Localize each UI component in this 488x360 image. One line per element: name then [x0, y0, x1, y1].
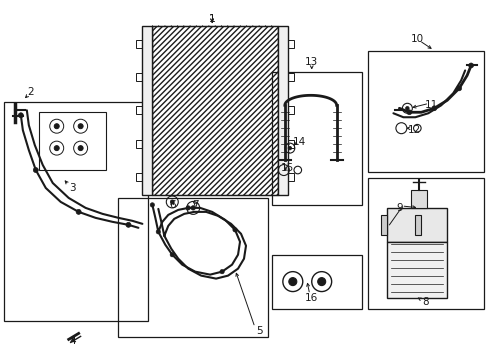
Bar: [136, 40, 142, 48]
Bar: [414, 215, 421, 235]
Text: 7: 7: [191, 200, 198, 210]
Circle shape: [78, 124, 83, 129]
Bar: [287, 140, 293, 148]
Circle shape: [405, 107, 408, 110]
Circle shape: [406, 110, 411, 115]
Text: 2: 2: [27, 87, 34, 97]
Text: 14: 14: [293, 137, 306, 147]
Circle shape: [220, 269, 224, 274]
Text: 9: 9: [395, 203, 402, 213]
Bar: [152, 26, 277, 195]
Text: 16: 16: [305, 293, 318, 302]
Circle shape: [317, 278, 325, 285]
Circle shape: [126, 222, 131, 227]
Bar: [367, 178, 483, 310]
Circle shape: [54, 124, 59, 129]
Bar: [136, 73, 142, 81]
Bar: [136, 106, 142, 114]
Text: 10: 10: [410, 33, 423, 44]
Text: 1: 1: [208, 14, 215, 24]
Bar: [39, 112, 105, 170]
Bar: [277, 26, 287, 195]
Bar: [386, 208, 447, 242]
Text: 8: 8: [421, 297, 428, 306]
Bar: [271, 255, 361, 310]
Bar: [367, 50, 483, 172]
Text: 6: 6: [169, 200, 175, 210]
Circle shape: [170, 200, 174, 204]
Text: 4: 4: [69, 336, 76, 346]
Circle shape: [288, 278, 296, 285]
Circle shape: [170, 252, 174, 257]
Bar: [410, 190, 427, 208]
Text: 12: 12: [407, 125, 420, 135]
Text: 3: 3: [69, 183, 76, 193]
Circle shape: [76, 210, 81, 214]
Bar: [386, 242, 447, 298]
Text: 15: 15: [281, 163, 294, 173]
Circle shape: [54, 146, 59, 150]
Text: 11: 11: [424, 100, 437, 110]
Bar: [4, 102, 148, 321]
Bar: [152, 26, 277, 195]
Circle shape: [232, 228, 237, 232]
Circle shape: [78, 146, 83, 150]
Circle shape: [468, 63, 473, 68]
Bar: [136, 173, 142, 181]
Bar: [287, 106, 293, 114]
Text: 5: 5: [256, 327, 263, 336]
Bar: [271, 72, 361, 205]
Circle shape: [185, 206, 190, 210]
Bar: [287, 40, 293, 48]
Bar: [287, 173, 293, 181]
Circle shape: [19, 113, 23, 118]
Circle shape: [191, 206, 195, 210]
Circle shape: [150, 203, 154, 207]
Circle shape: [33, 167, 38, 172]
Text: 13: 13: [305, 58, 318, 67]
Bar: [152, 26, 277, 195]
Bar: [142, 26, 152, 195]
Circle shape: [456, 86, 461, 91]
Bar: [381, 215, 386, 235]
Bar: [136, 140, 142, 148]
Bar: [287, 73, 293, 81]
Circle shape: [287, 146, 291, 150]
Bar: [118, 198, 267, 337]
Circle shape: [156, 230, 160, 234]
Text: 1: 1: [208, 14, 215, 24]
Circle shape: [431, 106, 436, 111]
